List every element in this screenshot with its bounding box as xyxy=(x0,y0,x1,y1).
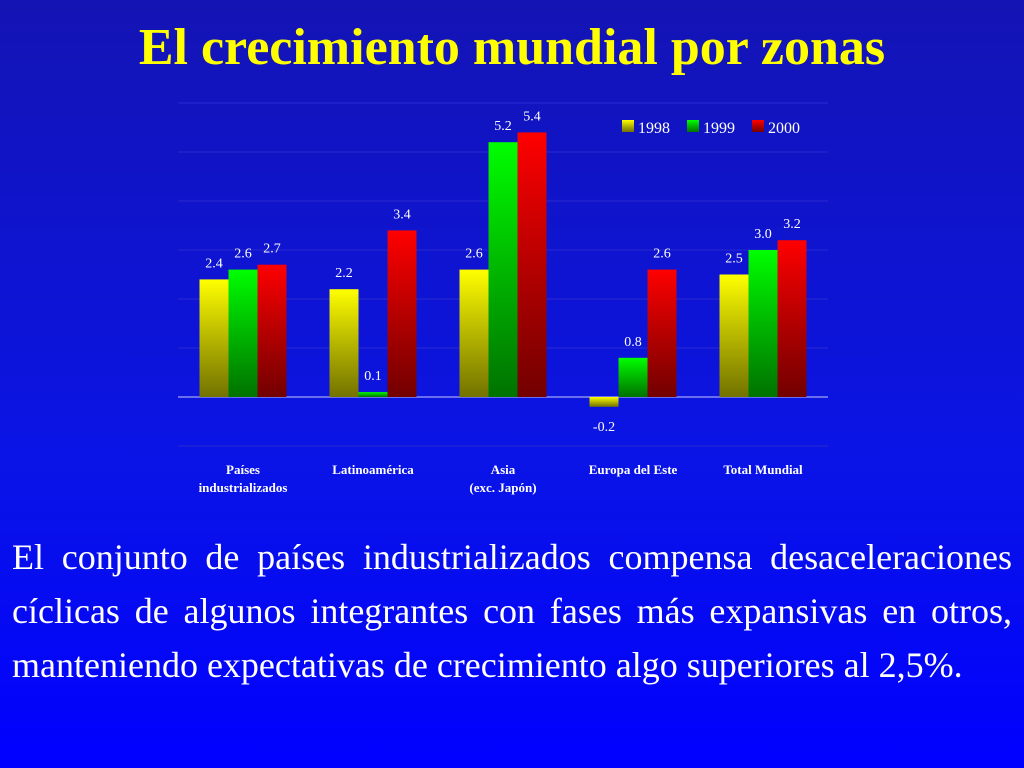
bar xyxy=(647,269,677,397)
bar xyxy=(748,250,778,397)
legend-swatch xyxy=(687,120,699,132)
value-label: 3.4 xyxy=(393,207,411,222)
bar xyxy=(459,269,489,397)
value-label: 3.0 xyxy=(754,227,772,242)
bar xyxy=(228,269,258,397)
x-tick-label: Europa del Este xyxy=(588,462,678,477)
bar xyxy=(329,289,359,397)
value-label: 3.2 xyxy=(783,217,801,232)
chart-title: El crecimiento mundial por zonas xyxy=(139,19,885,76)
bar xyxy=(387,230,417,397)
x-tick-label: Latinoamérica xyxy=(332,462,414,477)
bar xyxy=(517,132,547,397)
value-label: 2.6 xyxy=(234,247,252,262)
value-label: 2.5 xyxy=(725,252,743,267)
bar xyxy=(199,279,229,397)
bar xyxy=(488,142,518,397)
value-label: 2.6 xyxy=(465,247,483,262)
value-label: 5.2 xyxy=(494,119,512,134)
x-tick-label: Países industrializados xyxy=(198,462,288,495)
value-label: 0.1 xyxy=(364,369,382,384)
bar xyxy=(777,240,807,397)
body-text: El conjunto de países industrializados c… xyxy=(12,537,1012,685)
value-label: 2.7 xyxy=(263,242,281,257)
x-tick-label: Asia (exc. Japón) xyxy=(469,462,537,495)
legend-swatch xyxy=(622,120,634,132)
bar xyxy=(257,264,287,397)
chart: El crecimiento mundial por zonas 2.4 2.6 2… xyxy=(139,19,885,447)
value-label: -0.2 xyxy=(593,420,615,435)
value-label: 2.6 xyxy=(653,247,671,262)
value-label: 5.4 xyxy=(523,109,541,124)
bar xyxy=(589,397,619,407)
bar xyxy=(618,357,648,397)
value-label: 2.2 xyxy=(335,266,353,281)
legend-label: 1999 xyxy=(703,120,735,137)
value-label: 0.8 xyxy=(624,335,642,350)
value-label: 2.4 xyxy=(205,256,223,271)
x-tick-label: Total Mundial xyxy=(723,462,803,477)
legend-swatch xyxy=(752,120,764,132)
legend-label: 1998 xyxy=(638,120,670,137)
bar xyxy=(358,392,388,397)
legend-label: 2000 xyxy=(768,120,800,137)
bar xyxy=(719,274,749,397)
